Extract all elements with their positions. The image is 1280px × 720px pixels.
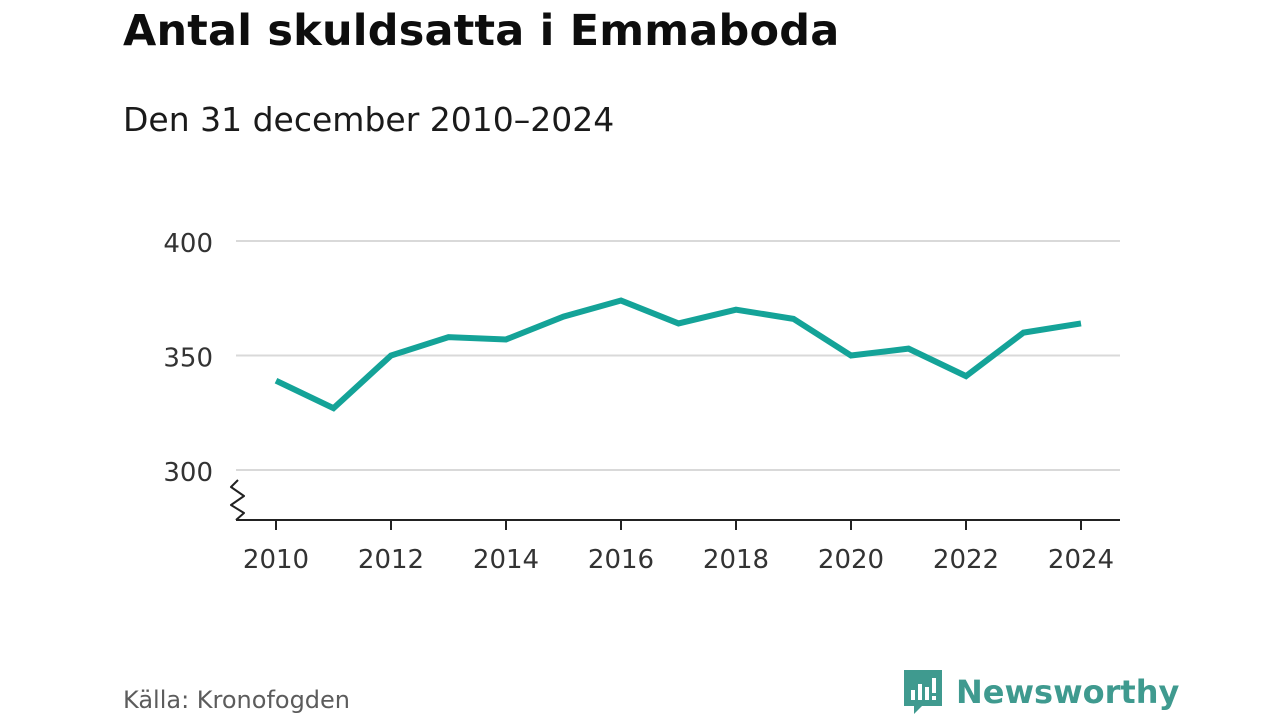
y-tick-label: 350 xyxy=(163,344,213,374)
newsworthy-logo-icon xyxy=(904,670,942,714)
x-axis xyxy=(230,479,1120,521)
x-tick-label: 2014 xyxy=(473,545,539,575)
chart-title: Antal skuldsatta i Emmaboda xyxy=(123,6,840,56)
x-tick-label: 2010 xyxy=(243,545,309,575)
series-line-0 xyxy=(274,297,1082,412)
x-tick-label: 2016 xyxy=(588,545,654,575)
chart-subtitle: Den 31 december 2010–2024 xyxy=(123,100,615,139)
gridlines xyxy=(236,240,1120,471)
brand-logo: Newsworthy xyxy=(902,668,1179,716)
x-tick-label: 2020 xyxy=(818,545,884,575)
x-axis-ticks: 2010 2012 2014 2016 2018 2020 2022 2024 xyxy=(243,520,1114,575)
y-tick-label: 300 xyxy=(163,458,213,488)
source-note: Källa: Kronofogden xyxy=(123,686,351,714)
x-tick-label: 2024 xyxy=(1048,545,1114,575)
y-tick-label: 400 xyxy=(163,229,213,259)
x-tick-label: 2022 xyxy=(933,545,999,575)
x-tick-label: 2018 xyxy=(703,545,769,575)
brand-name: Newsworthy xyxy=(956,673,1180,711)
axis-break-icon xyxy=(230,479,245,521)
y-axis-ticks: 300 350 400 xyxy=(163,229,213,488)
x-tick-label: 2012 xyxy=(358,545,424,575)
series-group xyxy=(274,297,1082,412)
